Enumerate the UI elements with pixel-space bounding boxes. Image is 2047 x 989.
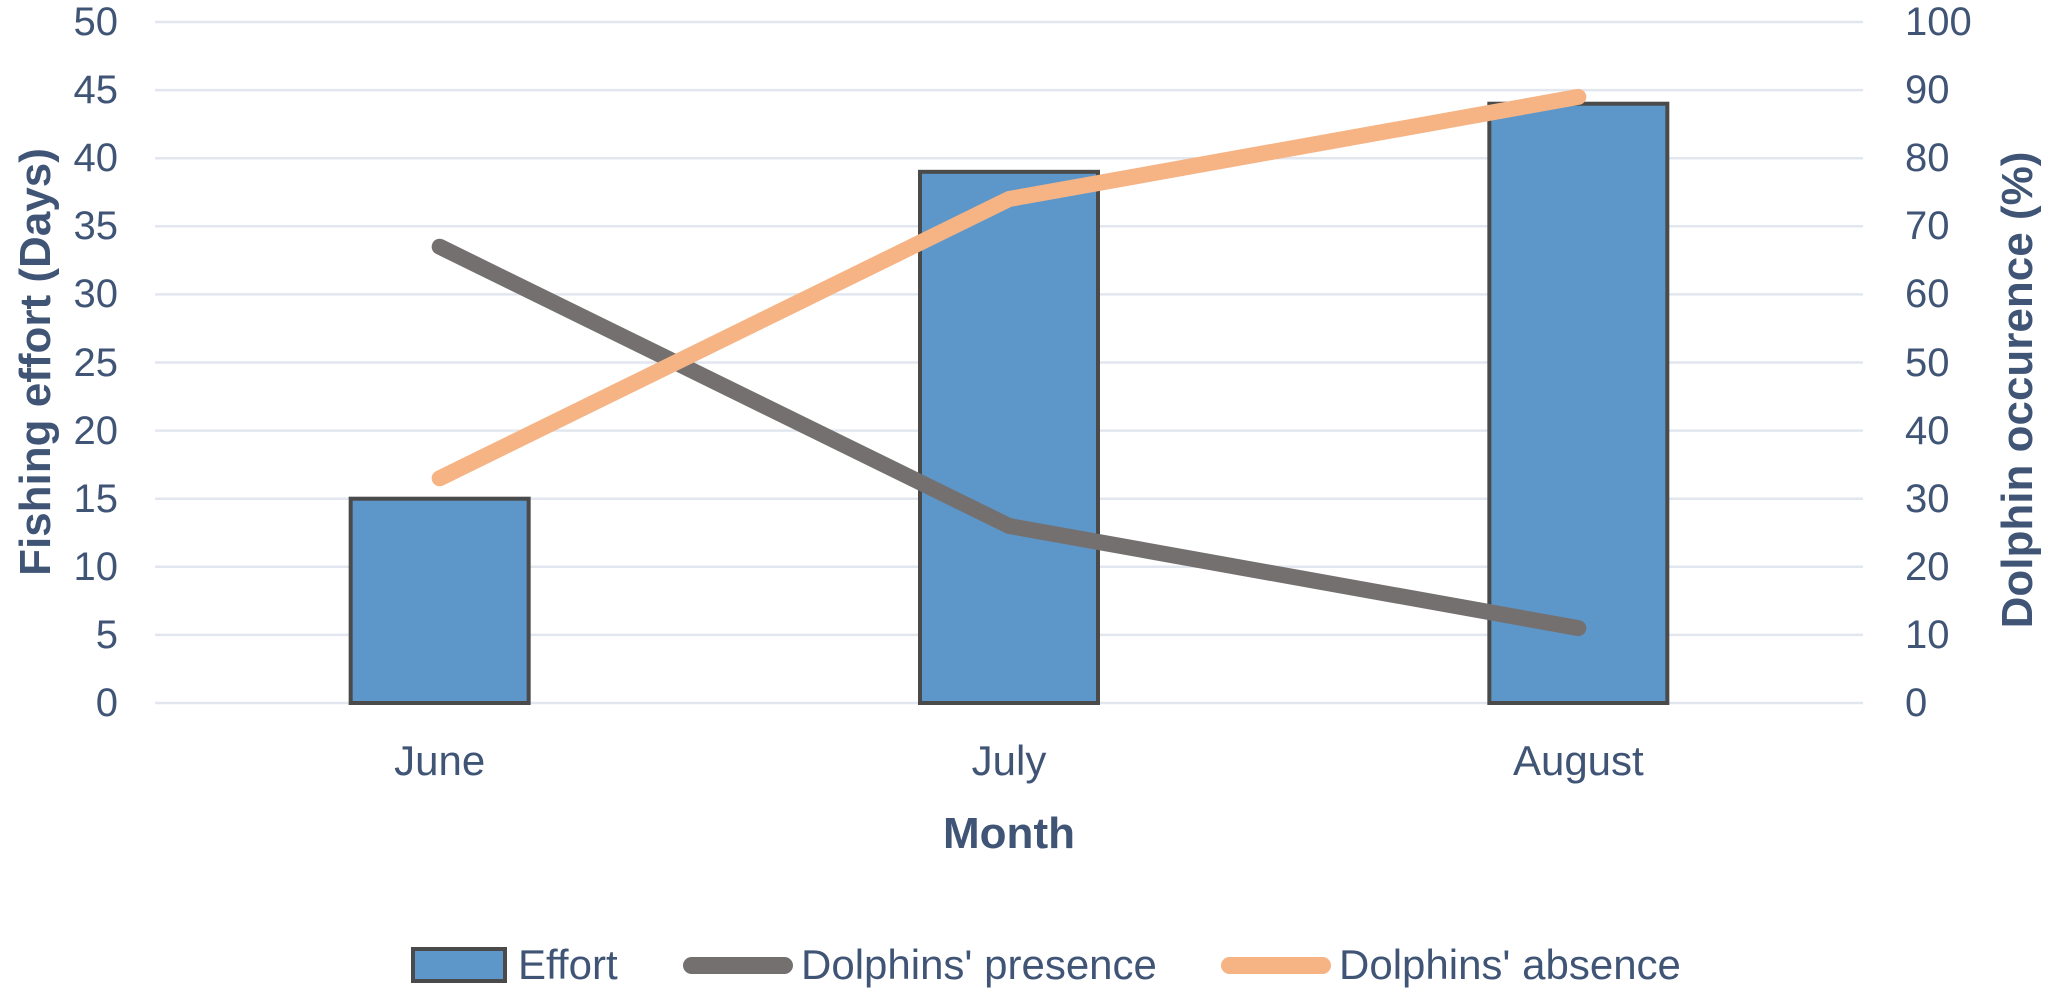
legend-item-absence: Dolphins' absence — [1221, 941, 1681, 989]
line-dolphins-absence — [431, 88, 1587, 487]
left-axis-title: Fishing effort (Days) — [11, 148, 60, 576]
absence-line-swatch-icon — [1221, 956, 1331, 974]
left-axis-tick: 5 — [95, 612, 118, 657]
x-axis-title: Month — [943, 809, 1075, 858]
right-axis-tick: 20 — [1905, 544, 1950, 589]
left-axis-tick: 10 — [73, 544, 119, 589]
right-axis-tick: 100 — [1905, 0, 1972, 44]
legend-label-presence: Dolphins' presence — [801, 941, 1157, 988]
legend: Effort Dolphins' presence Dolphins' abse… — [0, 941, 2047, 989]
left-axis-tick: 40 — [73, 136, 119, 181]
left-axis-tick: 35 — [73, 204, 119, 249]
effort-bar-swatch-icon — [411, 947, 507, 983]
left-axis-tick: 0 — [95, 681, 118, 725]
right-axis-tick: 60 — [1905, 272, 1950, 317]
legend-label-absence: Dolphins' absence — [1339, 941, 1681, 988]
right-axis-tick: 40 — [1905, 408, 1950, 453]
right-axis-tick: 10 — [1905, 612, 1950, 657]
legend-item-presence: Dolphins' presence — [683, 941, 1157, 989]
x-category-label-august: August — [1512, 737, 1644, 784]
right-axis-tick: 80 — [1905, 136, 1950, 181]
effort-bar-june — [348, 496, 531, 706]
legend-item-effort: Effort — [411, 941, 618, 989]
left-axis-tick: 20 — [73, 408, 119, 453]
left-axis-tick: 15 — [73, 476, 119, 521]
presence-line-swatch-icon — [683, 956, 793, 974]
legend-label-effort: Effort — [518, 941, 618, 988]
left-axis-tick: 30 — [73, 272, 119, 317]
left-axis-tick: 25 — [73, 340, 119, 385]
right-axis-tick: 30 — [1905, 476, 1950, 521]
right-axis-tick: 50 — [1905, 340, 1950, 385]
effort-bar-august — [1487, 101, 1670, 706]
x-category-label-june: June — [394, 737, 486, 784]
left-axis-tick: 50 — [73, 0, 119, 44]
right-axis-tick: 0 — [1905, 681, 1928, 725]
line-dolphins-presence — [431, 238, 1587, 637]
left-axis-tick: 45 — [73, 68, 119, 113]
right-axis-tick: 70 — [1905, 204, 1950, 249]
x-category-label-july: July — [971, 737, 1047, 784]
effort-bar-july — [918, 169, 1100, 705]
right-axis-tick: 90 — [1905, 68, 1950, 113]
right-axis-title: Dolphin occurence (%) — [1993, 151, 2042, 629]
